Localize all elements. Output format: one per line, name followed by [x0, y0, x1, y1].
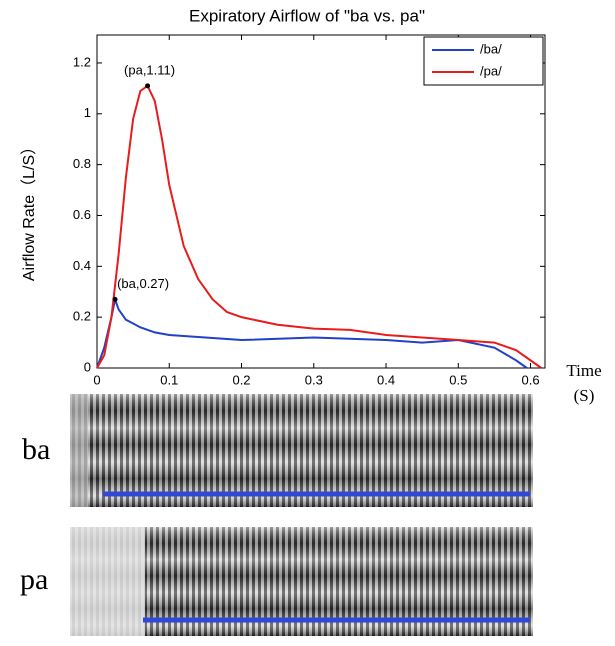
x-tick-label: 0.3: [305, 372, 323, 387]
x-axis-label: (S): [574, 386, 595, 405]
x-axis-label: Time: [566, 361, 601, 380]
plot-frame: [96, 34, 546, 369]
annotation-point: [112, 296, 118, 302]
spectrogram-pa: [70, 527, 533, 636]
legend-label: /ba/: [480, 41, 502, 56]
spectrogram-ba: [70, 394, 533, 507]
series-line: [96, 84, 542, 369]
chart-title: Expiratory Airflow of "ba vs. pa": [189, 6, 425, 25]
y-tick-label: 0: [84, 359, 91, 374]
y-tick-label: 0.4: [73, 258, 91, 273]
annotation-point: [145, 83, 151, 89]
spectrogram-label: ba: [22, 433, 50, 466]
annotation-label: (pa,1.11): [124, 62, 175, 77]
legend-label: /pa/: [480, 63, 502, 78]
y-tick-label: 0.8: [73, 156, 91, 171]
annotation-label: (ba,0.27): [117, 276, 169, 291]
y-axis-label: Airflow Rate（L/S）: [20, 139, 38, 281]
legend-box: [423, 36, 544, 86]
x-tick-label: 0.1: [160, 372, 178, 387]
x-tick-label: 0: [93, 372, 100, 387]
x-tick-label: 0.5: [449, 372, 467, 387]
y-tick-label: 1.2: [73, 54, 91, 69]
x-tick-label: 0.4: [377, 372, 395, 387]
y-tick-label: 1: [84, 105, 91, 120]
y-tick-label: 0.6: [73, 207, 91, 222]
x-tick-label: 0.6: [522, 372, 540, 387]
spectrogram-label: pa: [20, 563, 48, 596]
y-tick-label: 0.2: [73, 309, 91, 324]
x-tick-label: 0.2: [232, 372, 250, 387]
